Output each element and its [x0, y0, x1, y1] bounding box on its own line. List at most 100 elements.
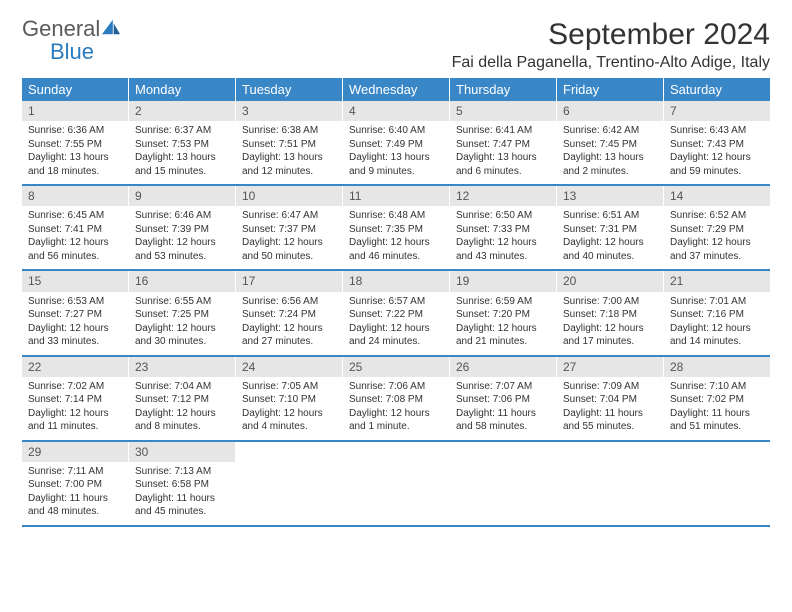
daylight-text: Daylight: 12 hours and 33 minutes.	[28, 322, 122, 349]
day-number: 21	[664, 271, 770, 291]
day-number: 26	[450, 357, 556, 377]
sunset-text: Sunset: 7:29 PM	[670, 223, 764, 237]
day-number: 3	[236, 101, 342, 121]
sunset-text: Sunset: 7:22 PM	[349, 308, 443, 322]
day-body: Sunrise: 6:56 AMSunset: 7:24 PMDaylight:…	[236, 292, 342, 355]
day-body: Sunrise: 7:04 AMSunset: 7:12 PMDaylight:…	[129, 377, 235, 440]
sunset-text: Sunset: 7:53 PM	[135, 138, 229, 152]
sunset-text: Sunset: 7:25 PM	[135, 308, 229, 322]
day-body: Sunrise: 6:46 AMSunset: 7:39 PMDaylight:…	[129, 206, 235, 269]
daylight-text: Daylight: 11 hours and 48 minutes.	[28, 492, 122, 519]
day-body: Sunrise: 6:41 AMSunset: 7:47 PMDaylight:…	[450, 121, 556, 184]
sunrise-text: Sunrise: 6:55 AM	[135, 295, 229, 309]
sunset-text: Sunset: 7:45 PM	[563, 138, 657, 152]
day-number: 9	[129, 186, 235, 206]
daylight-text: Daylight: 13 hours and 18 minutes.	[28, 151, 122, 178]
day-body: Sunrise: 7:06 AMSunset: 7:08 PMDaylight:…	[343, 377, 449, 440]
daylight-text: Daylight: 13 hours and 2 minutes.	[563, 151, 657, 178]
day-body: Sunrise: 6:38 AMSunset: 7:51 PMDaylight:…	[236, 121, 342, 184]
day-number: 22	[22, 357, 128, 377]
day-body: Sunrise: 6:51 AMSunset: 7:31 PMDaylight:…	[557, 206, 663, 269]
sunrise-text: Sunrise: 6:53 AM	[28, 295, 122, 309]
day-number: 29	[22, 442, 128, 462]
day-number: 25	[343, 357, 449, 377]
daylight-text: Daylight: 12 hours and 37 minutes.	[670, 236, 764, 263]
logo: General Blue	[22, 18, 122, 64]
sunrise-text: Sunrise: 6:59 AM	[456, 295, 550, 309]
day-cell: 2Sunrise: 6:37 AMSunset: 7:53 PMDaylight…	[129, 101, 236, 184]
sunrise-text: Sunrise: 6:37 AM	[135, 124, 229, 138]
sunset-text: Sunset: 7:33 PM	[456, 223, 550, 237]
day-cell: .	[664, 442, 770, 525]
day-body: Sunrise: 6:52 AMSunset: 7:29 PMDaylight:…	[664, 206, 770, 269]
daylight-text: Daylight: 13 hours and 9 minutes.	[349, 151, 443, 178]
sunset-text: Sunset: 7:10 PM	[242, 393, 336, 407]
sunset-text: Sunset: 7:37 PM	[242, 223, 336, 237]
day-body: Sunrise: 6:55 AMSunset: 7:25 PMDaylight:…	[129, 292, 235, 355]
dow-header: Saturday	[664, 78, 770, 101]
sunset-text: Sunset: 7:20 PM	[456, 308, 550, 322]
sunset-text: Sunset: 7:16 PM	[670, 308, 764, 322]
daylight-text: Daylight: 12 hours and 21 minutes.	[456, 322, 550, 349]
week-row: 15Sunrise: 6:53 AMSunset: 7:27 PMDayligh…	[22, 271, 770, 356]
sunrise-text: Sunrise: 7:04 AM	[135, 380, 229, 394]
day-body: Sunrise: 6:45 AMSunset: 7:41 PMDaylight:…	[22, 206, 128, 269]
sunrise-text: Sunrise: 7:07 AM	[456, 380, 550, 394]
day-cell: 13Sunrise: 6:51 AMSunset: 7:31 PMDayligh…	[557, 186, 664, 269]
dow-header: Sunday	[22, 78, 129, 101]
sunset-text: Sunset: 7:04 PM	[563, 393, 657, 407]
day-cell: .	[343, 442, 450, 525]
title-block: September 2024 Fai della Paganella, Tren…	[452, 18, 770, 72]
sunrise-text: Sunrise: 7:02 AM	[28, 380, 122, 394]
sunrise-text: Sunrise: 6:41 AM	[456, 124, 550, 138]
daylight-text: Daylight: 12 hours and 30 minutes.	[135, 322, 229, 349]
day-number: 30	[129, 442, 235, 462]
day-body: Sunrise: 6:48 AMSunset: 7:35 PMDaylight:…	[343, 206, 449, 269]
day-body: Sunrise: 7:10 AMSunset: 7:02 PMDaylight:…	[664, 377, 770, 440]
sunrise-text: Sunrise: 6:40 AM	[349, 124, 443, 138]
sunrise-text: Sunrise: 6:50 AM	[456, 209, 550, 223]
day-number: 2	[129, 101, 235, 121]
sunset-text: Sunset: 7:41 PM	[28, 223, 122, 237]
day-cell: .	[557, 442, 664, 525]
day-body: Sunrise: 7:07 AMSunset: 7:06 PMDaylight:…	[450, 377, 556, 440]
day-cell: 17Sunrise: 6:56 AMSunset: 7:24 PMDayligh…	[236, 271, 343, 354]
day-cell: 15 Sunrise: 6:53 AMSunset: 7:27 PMDayligh…	[22, 271, 129, 354]
day-cell: 5Sunrise: 6:41 AMSunset: 7:47 PMDaylight…	[450, 101, 557, 184]
daylight-text: Daylight: 12 hours and 50 minutes.	[242, 236, 336, 263]
sunset-text: Sunset: 7:27 PM	[28, 308, 122, 322]
daylight-text: Daylight: 12 hours and 56 minutes.	[28, 236, 122, 263]
day-body: Sunrise: 6:37 AMSunset: 7:53 PMDaylight:…	[129, 121, 235, 184]
dow-header: Wednesday	[343, 78, 450, 101]
daylight-text: Daylight: 12 hours and 17 minutes.	[563, 322, 657, 349]
sunrise-text: Sunrise: 7:01 AM	[670, 295, 764, 309]
sail-icon	[100, 18, 122, 36]
day-cell: 8Sunrise: 6:45 AMSunset: 7:41 PMDaylight…	[22, 186, 129, 269]
sunrise-text: Sunrise: 6:38 AM	[242, 124, 336, 138]
daylight-text: Daylight: 12 hours and 14 minutes.	[670, 322, 764, 349]
day-cell: 29Sunrise: 7:11 AMSunset: 7:00 PMDayligh…	[22, 442, 129, 525]
day-body: Sunrise: 6:47 AMSunset: 7:37 PMDaylight:…	[236, 206, 342, 269]
daylight-text: Daylight: 11 hours and 45 minutes.	[135, 492, 229, 519]
sunrise-text: Sunrise: 7:00 AM	[563, 295, 657, 309]
day-body: Sunrise: 6:36 AMSunset: 7:55 PMDaylight:…	[22, 121, 128, 184]
sunset-text: Sunset: 7:47 PM	[456, 138, 550, 152]
sunset-text: Sunset: 6:58 PM	[135, 478, 229, 492]
daylight-text: Daylight: 11 hours and 55 minutes.	[563, 407, 657, 434]
sunrise-text: Sunrise: 7:10 AM	[670, 380, 764, 394]
day-number: 15	[22, 271, 128, 291]
sunrise-text: Sunrise: 6:42 AM	[563, 124, 657, 138]
day-body: Sunrise: 6:42 AMSunset: 7:45 PMDaylight:…	[557, 121, 663, 184]
day-cell: 10Sunrise: 6:47 AMSunset: 7:37 PMDayligh…	[236, 186, 343, 269]
sunrise-text: Sunrise: 6:47 AM	[242, 209, 336, 223]
daylight-text: Daylight: 12 hours and 8 minutes.	[135, 407, 229, 434]
dow-header: Monday	[129, 78, 236, 101]
day-number: 18	[343, 271, 449, 291]
day-body: Sunrise: 6:59 AMSunset: 7:20 PMDaylight:…	[450, 292, 556, 355]
month-title: September 2024	[452, 18, 770, 52]
day-number: 10	[236, 186, 342, 206]
sunrise-text: Sunrise: 7:11 AM	[28, 465, 122, 479]
daylight-text: Daylight: 12 hours and 1 minute.	[349, 407, 443, 434]
sunrise-text: Sunrise: 6:52 AM	[670, 209, 764, 223]
sunset-text: Sunset: 7:51 PM	[242, 138, 336, 152]
